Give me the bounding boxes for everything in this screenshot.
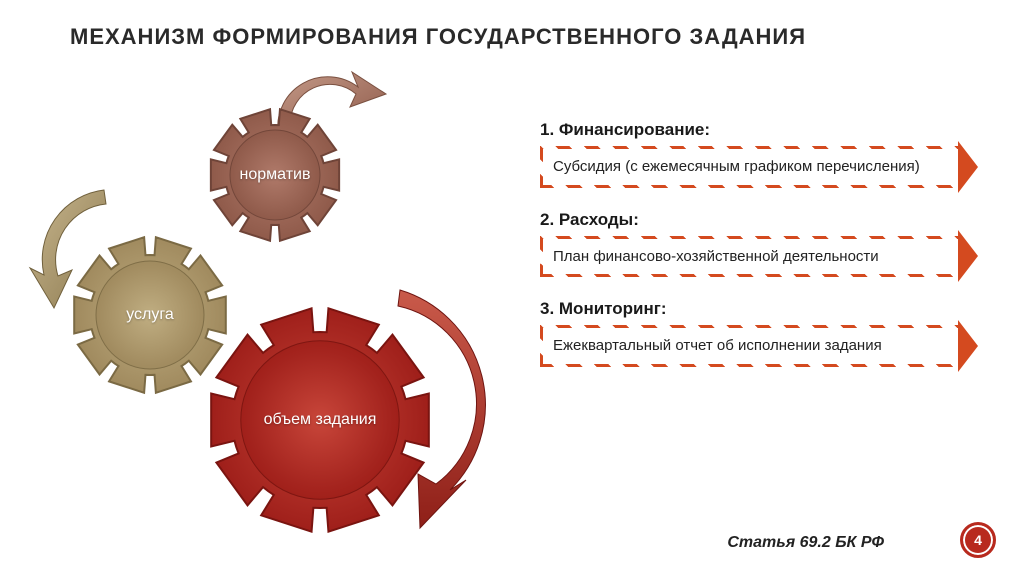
page-number-badge: 4 bbox=[960, 522, 996, 558]
gear-main: объем задания bbox=[185, 285, 455, 555]
section-3-head: 3. Мониторинг: bbox=[540, 299, 960, 319]
section-1: 1. Финансирование: Субсидия (с ежемесячн… bbox=[540, 120, 960, 188]
section-3: 3. Мониторинг: Ежеквартальный отчет об и… bbox=[540, 299, 960, 367]
section-1-head: 1. Финансирование: bbox=[540, 120, 960, 140]
footnote: Статья 69.2 БК РФ bbox=[727, 534, 884, 552]
section-2-body: План финансово-хозяйственной деятельност… bbox=[540, 236, 960, 278]
gear-diagram: норматив услуга объем задания bbox=[0, 70, 490, 550]
gear-normativ-label: норматив bbox=[240, 166, 311, 184]
sections: 1. Финансирование: Субсидия (с ежемесячн… bbox=[540, 120, 960, 389]
section-1-body: Субсидия (с ежемесячным графиком перечис… bbox=[540, 146, 960, 188]
gear-main-label: объем задания bbox=[264, 411, 377, 429]
section-2: 2. Расходы: План финансово-хозяйственной… bbox=[540, 210, 960, 278]
gear-usluga-label: услуга bbox=[126, 306, 174, 324]
section-3-body: Ежеквартальный отчет об исполнении задан… bbox=[540, 325, 960, 367]
section-2-head: 2. Расходы: bbox=[540, 210, 960, 230]
page-title: МЕХАНИЗМ ФОРМИРОВАНИЯ ГОСУДАРСТВЕННОГО З… bbox=[70, 24, 806, 50]
